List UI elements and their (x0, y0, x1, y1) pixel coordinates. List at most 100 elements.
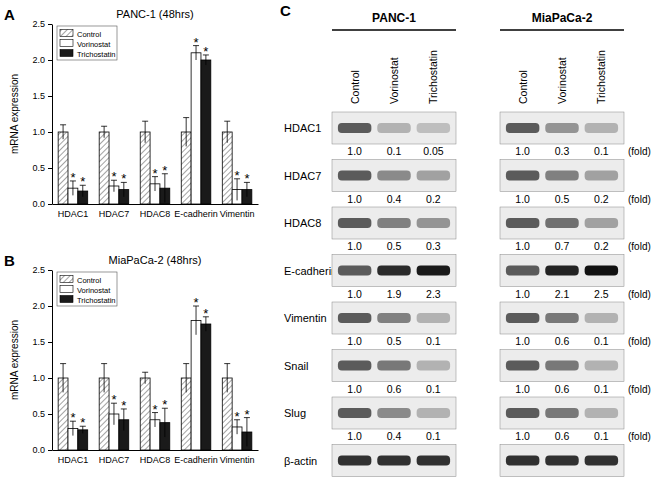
fold-label: 2.5 (594, 288, 609, 300)
fold-unit: (fold) (628, 241, 651, 252)
y-tick: 0.5 (32, 163, 52, 173)
error-bar (101, 126, 107, 138)
protein-label: HDAC7 (284, 170, 321, 182)
bar (140, 378, 150, 450)
legend-swatch (60, 276, 73, 283)
blot-band (506, 123, 539, 133)
significance-marker: * (194, 35, 199, 50)
y-tick: 1.5 (32, 337, 52, 347)
fold-label: 0.1 (594, 335, 609, 347)
y-axis-line (52, 25, 53, 205)
error-bar-stem (227, 121, 228, 143)
blot-panel: CHDAC1HDAC7HDAC8E-cadherinVimentinSnailS… (280, 2, 651, 477)
blot-strip (332, 255, 456, 287)
blot-band (417, 218, 450, 228)
y-axis-title: mRNA expression (9, 320, 20, 400)
significance-marker: * (203, 44, 208, 59)
error-bar-cap (142, 121, 148, 122)
error-bar (244, 418, 250, 447)
fold-label: 1.0 (515, 383, 530, 395)
bar (99, 132, 109, 204)
error-bar (162, 408, 168, 437)
series (68, 306, 242, 450)
fold-label: 0.6 (555, 430, 570, 442)
fold-label: 1.0 (515, 430, 530, 442)
y-tick-label: 2.5 (32, 265, 45, 275)
blot-band (417, 456, 450, 466)
fold-label: 1.0 (515, 145, 530, 157)
y-tick-mark (48, 60, 52, 61)
legend-box (57, 26, 117, 60)
bar (191, 53, 201, 204)
blot-band (417, 408, 450, 418)
blot-band (377, 218, 410, 228)
blot-band (585, 266, 618, 276)
y-tick-label: 0.0 (32, 199, 45, 209)
x-axis-line (53, 450, 259, 451)
blot-band (417, 123, 450, 133)
blot-strip (332, 112, 456, 144)
fold-label: 0.1 (387, 145, 402, 157)
blot-band (545, 123, 578, 133)
fold-label: 1.0 (347, 193, 362, 205)
cell-line-bracket (332, 29, 456, 31)
blot-band (585, 408, 618, 418)
fold-label: 1.0 (347, 288, 362, 300)
blot-band (545, 408, 578, 418)
blot-band (338, 171, 371, 181)
y-tick: 2.0 (32, 55, 52, 65)
fold-label: 1.0 (347, 240, 362, 252)
bar (201, 324, 211, 450)
y-tick: 0.0 (32, 199, 52, 209)
fold-label: 0.4 (387, 430, 402, 442)
error-bar-cap (101, 126, 107, 127)
figure: APANC-1 (48hrs)mRNA expression0.00.51.01… (0, 0, 660, 491)
significance-marker: * (152, 402, 157, 417)
blot-band (585, 123, 618, 133)
significance-marker: * (235, 409, 240, 424)
x-tick-label: E-cadherin (174, 455, 218, 465)
significance-marker: * (111, 169, 116, 184)
y-tick-label: 2.0 (32, 55, 45, 65)
bar (191, 320, 201, 450)
legend-box (57, 272, 117, 306)
y-tick-mark (48, 270, 52, 271)
x-tick: HDAC8 (140, 450, 171, 465)
fold-label: 0.1 (426, 430, 441, 442)
error-bar (142, 372, 148, 384)
protein-label: Snail (284, 360, 308, 372)
blot-band (417, 361, 450, 371)
plot-area (58, 46, 252, 204)
blot-band (377, 408, 410, 418)
blot-strip (500, 255, 624, 287)
fold-label: 1.0 (515, 193, 530, 205)
y-tick-mark (48, 168, 52, 169)
lane-label: Control (349, 70, 361, 104)
fold-label: 0.6 (387, 383, 402, 395)
fold-label: 0.3 (555, 145, 570, 157)
legend-label: Vorinostat (77, 286, 111, 295)
error-bar-stem (63, 364, 64, 393)
error-bar-stem (227, 364, 228, 393)
significance-marker: * (203, 306, 208, 321)
blot-strip (332, 302, 456, 334)
blot-band (338, 313, 371, 323)
y-tick-mark (48, 306, 52, 307)
y-axis: 0.00.51.01.52.02.5 (32, 19, 52, 209)
error-bar-cap (183, 363, 189, 364)
blot-band (506, 218, 539, 228)
blot-band (545, 456, 578, 466)
series (68, 46, 242, 204)
blot-band (338, 218, 371, 228)
fold-label: 1.0 (515, 288, 530, 300)
blot-strip (332, 397, 456, 429)
significance-marker: * (80, 174, 85, 189)
significance-marker: * (121, 171, 126, 186)
error-bar-cap (60, 363, 66, 364)
title: PANC-1 (48hrs) (116, 8, 193, 20)
lane-label: Vorinostat (556, 57, 568, 104)
x-tick: Vimentin (220, 204, 255, 219)
error-bar (162, 174, 168, 203)
lane-label: Trichostatin (595, 50, 607, 104)
fold-label: 1.0 (515, 240, 530, 252)
